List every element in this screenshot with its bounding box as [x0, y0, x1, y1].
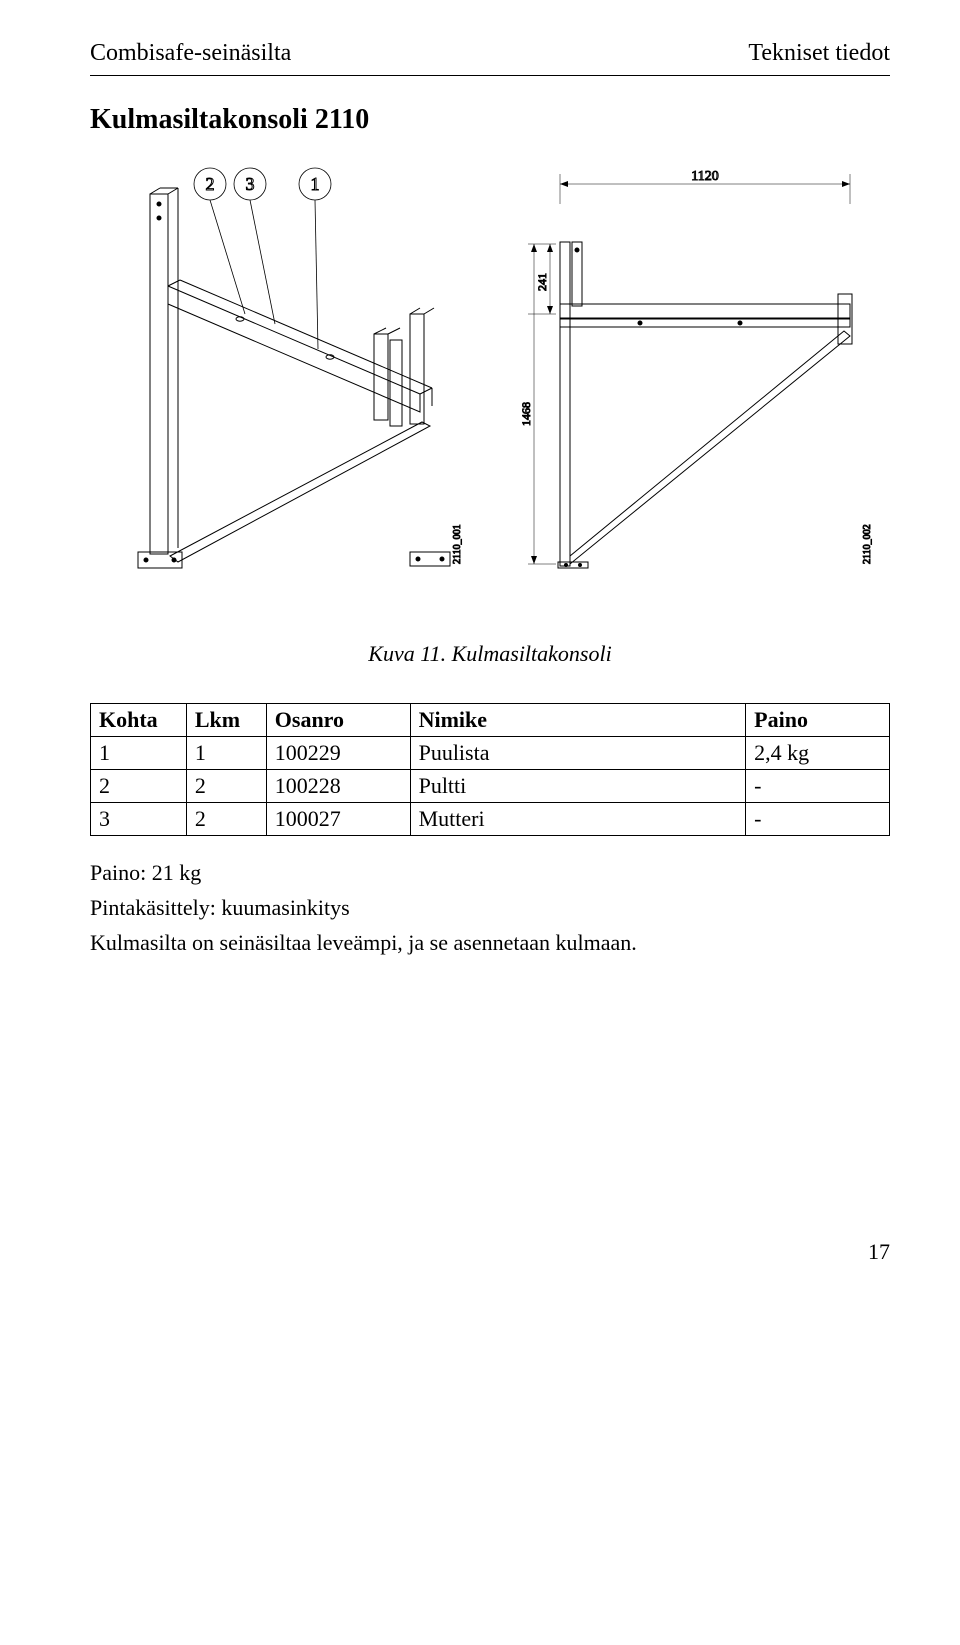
th-kohta: Kohta — [91, 704, 187, 737]
cell: 1 — [91, 737, 187, 770]
figure-svg: 2 3 1 2110_001 1120 — [90, 164, 890, 624]
cell: - — [746, 770, 890, 803]
iso-view: 2 3 1 2110_001 — [138, 168, 463, 568]
cell: 2,4 kg — [746, 737, 890, 770]
drawing-id-left: 2110_001 — [452, 524, 463, 564]
th-nimike: Nimike — [410, 704, 746, 737]
finish-line: Pintakäsittely: kuumasinkitys — [90, 891, 890, 924]
figure-container: 2 3 1 2110_001 1120 — [90, 164, 890, 629]
page-number: 17 — [90, 1239, 890, 1265]
dim-241: 241 — [535, 273, 549, 291]
th-lkm: Lkm — [186, 704, 266, 737]
dim-width: 1120 — [691, 169, 718, 184]
page-header: Combisafe-seinäsilta Tekniset tiedot — [90, 40, 890, 67]
cell: 100027 — [266, 803, 410, 836]
drawing-id-right: 2110_002 — [862, 524, 873, 564]
callout-3: 3 — [246, 174, 255, 194]
callout-1: 1 — [311, 174, 320, 194]
cell: 2 — [91, 770, 187, 803]
cell: 100228 — [266, 770, 410, 803]
th-osanro: Osanro — [266, 704, 410, 737]
side-view: 1120 241 1468 — [519, 169, 873, 568]
cell: Pultti — [410, 770, 746, 803]
table-row: 2 2 100228 Pultti - — [91, 770, 890, 803]
callout-2: 2 — [206, 174, 215, 194]
header-left: Combisafe-seinäsilta — [90, 40, 291, 67]
table-header-row: Kohta Lkm Osanro Nimike Paino — [91, 704, 890, 737]
dim-1468: 1468 — [519, 402, 533, 426]
cell: 3 — [91, 803, 187, 836]
figure-caption: Kuva 11. Kulmasiltakonsoli — [90, 641, 890, 667]
table-row: 1 1 100229 Puulista 2,4 kg — [91, 737, 890, 770]
cell: 1 — [186, 737, 266, 770]
table-row: 3 2 100027 Mutteri - — [91, 803, 890, 836]
cell: Puulista — [410, 737, 746, 770]
cell: Mutteri — [410, 803, 746, 836]
desc-line: Kulmasilta on seinäsiltaa leveämpi, ja s… — [90, 926, 890, 959]
cell: - — [746, 803, 890, 836]
page-root: Combisafe-seinäsilta Tekniset tiedot Kul… — [0, 0, 960, 1305]
cell: 2 — [186, 803, 266, 836]
weight-line: Paino: 21 kg — [90, 856, 890, 889]
cell: 100229 — [266, 737, 410, 770]
cell: 2 — [186, 770, 266, 803]
header-rule — [90, 75, 890, 76]
header-right: Tekniset tiedot — [748, 40, 890, 67]
th-paino: Paino — [746, 704, 890, 737]
section-title: Kulmasiltakonsoli 2110 — [90, 104, 890, 136]
spec-table: Kohta Lkm Osanro Nimike Paino 1 1 100229… — [90, 703, 890, 836]
